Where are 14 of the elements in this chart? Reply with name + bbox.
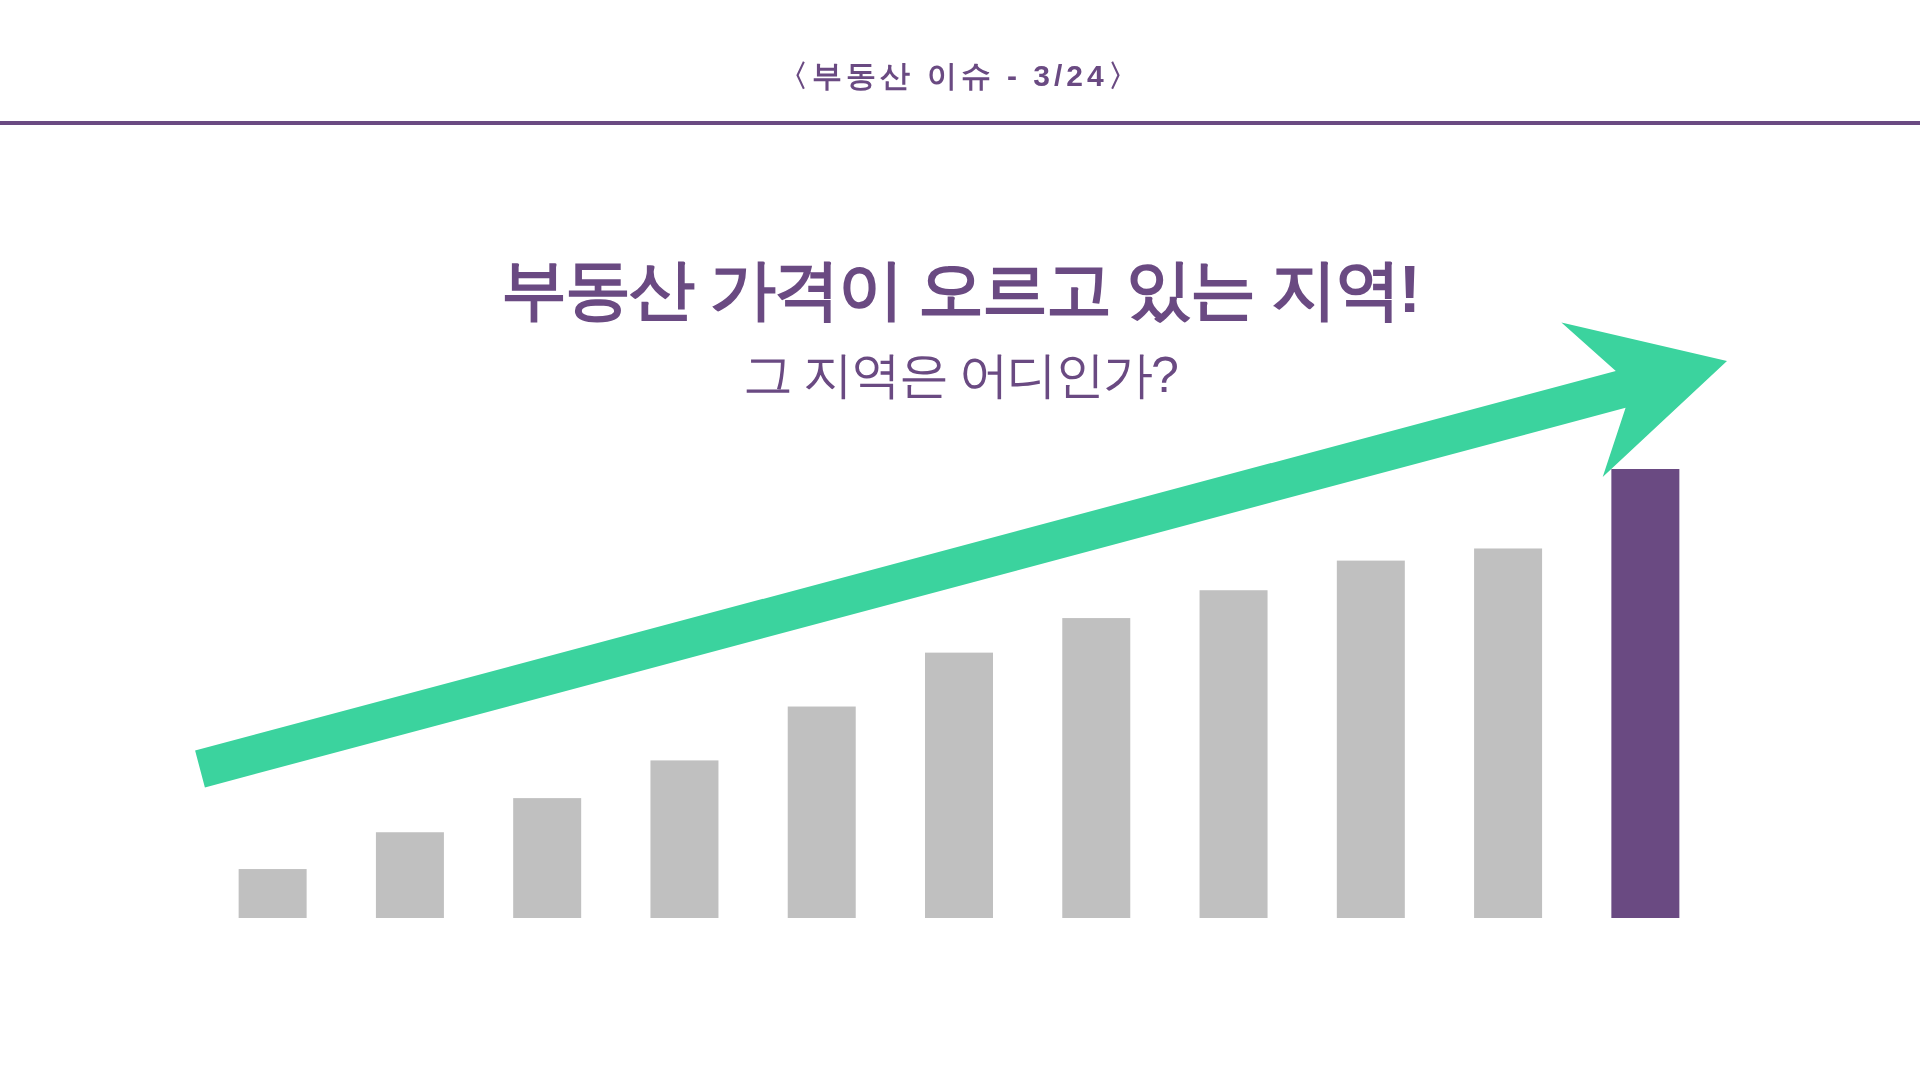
bar <box>787 706 856 918</box>
bar <box>1199 590 1268 918</box>
text: 〈부동산 이슈 - 3/24〉 <box>778 59 1142 92</box>
bar <box>1474 548 1543 918</box>
bar <box>1336 560 1405 918</box>
bar <box>238 869 307 918</box>
bar <box>513 798 582 918</box>
bar <box>650 760 719 918</box>
bar <box>375 832 444 918</box>
bar <box>925 652 993 918</box>
bar <box>1062 618 1131 918</box>
chart-subtitle: 그 지역은 어디인가? <box>743 347 1177 403</box>
chart-title: 부동산 가격이 오르고 있는 지역! <box>501 252 1419 326</box>
bar <box>1611 469 1680 918</box>
